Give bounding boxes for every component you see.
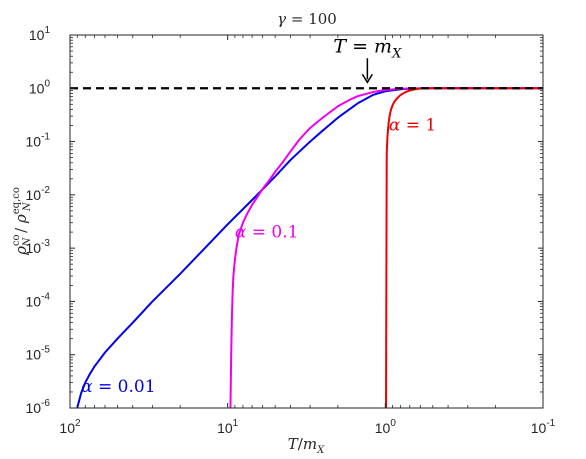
plot-area: [70, 35, 543, 408]
x-tick-label-1: 101: [217, 418, 239, 436]
y-axis-label: ρcoN / ρeq,coN: [11, 187, 33, 256]
svg-text:ρcoN / ρeq,coN: ρcoN / ρeq,coN: [11, 187, 33, 256]
y-tick-label-0: 10-6: [26, 398, 51, 416]
tick-group: 10-6 10-5 10-4 10-3 10-2 10-1 100 101 102 101 100 1…: [26, 25, 556, 436]
marker-arrow-icon: [361, 73, 374, 84]
annotation-group: α = 0.01 α = 0.1 α = 1 T = mX: [81, 35, 436, 397]
x-tick-label-3: 10-1: [531, 418, 556, 436]
x-tick-label-2: 100: [375, 418, 397, 436]
chart-title: γ = 100: [277, 10, 337, 28]
y-tick-label-4: 10-2: [26, 185, 51, 203]
x-axis-label: T/mX: [288, 435, 325, 456]
series-label-2: α = 1: [389, 116, 436, 136]
y-tick-label-5: 10-1: [26, 132, 51, 150]
series-label-0: α = 0.01: [81, 377, 155, 397]
axes-border: [69, 34, 544, 409]
y-tick-label-6: 100: [29, 78, 51, 96]
x-tick-label-0: 102: [59, 418, 81, 436]
marker-label: T = mX: [333, 35, 402, 61]
y-tick-label-2: 10-4: [26, 291, 51, 309]
chart-series-group: [76, 87, 543, 409]
axes-frame: [69, 34, 544, 409]
series-line-2: [385, 87, 543, 409]
y-tick-label-3: 10-3: [26, 238, 51, 256]
series-line-1: [229, 87, 543, 409]
y-tick-label-7: 101: [29, 25, 51, 43]
y-tick-label-1: 10-5: [26, 345, 51, 363]
series-label-1: α = 0.1: [235, 222, 299, 242]
